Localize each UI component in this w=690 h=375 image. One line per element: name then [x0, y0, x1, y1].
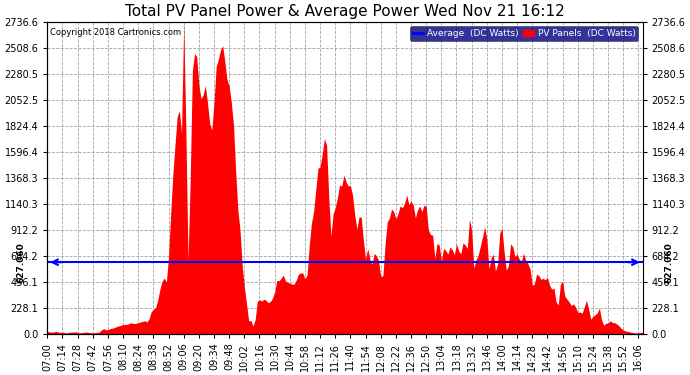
Title: Total PV Panel Power & Average Power Wed Nov 21 16:12: Total PV Panel Power & Average Power Wed… — [125, 4, 565, 19]
Legend: Average  (DC Watts), PV Panels  (DC Watts): Average (DC Watts), PV Panels (DC Watts) — [410, 26, 638, 40]
Text: Copyright 2018 Cartronics.com: Copyright 2018 Cartronics.com — [50, 28, 181, 37]
Text: 627.060: 627.060 — [665, 242, 674, 283]
Text: 627.060: 627.060 — [16, 242, 25, 283]
